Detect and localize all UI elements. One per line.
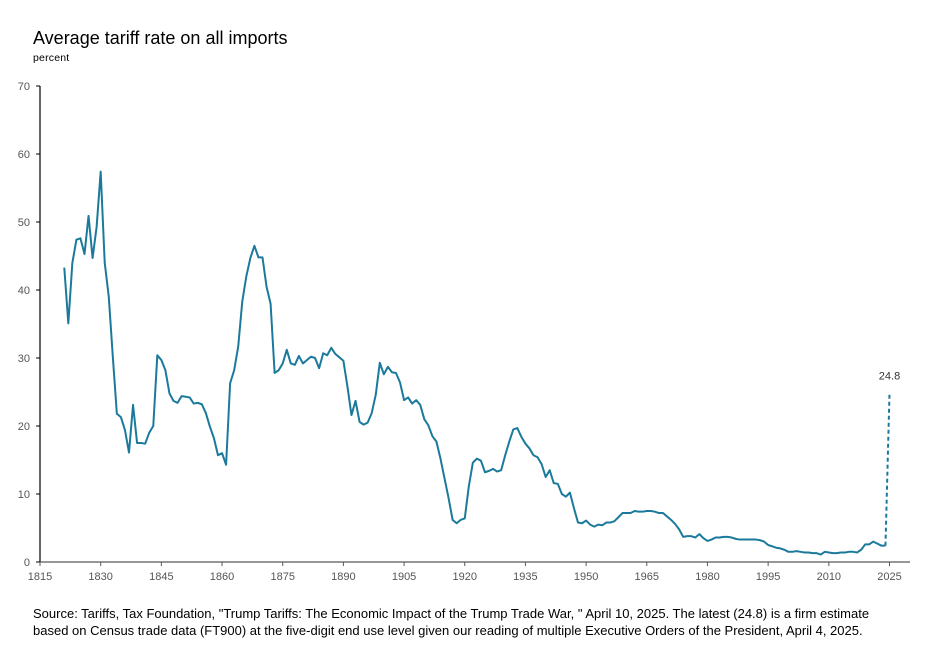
y-tick-label: 50: [18, 217, 30, 229]
y-tick-label: 10: [18, 489, 30, 501]
x-tick-label: 1980: [695, 571, 719, 583]
series-line-estimate: [884, 393, 891, 546]
x-tick-label: 1860: [210, 571, 234, 583]
y-tick-label: 40: [18, 285, 30, 297]
x-tick-label: 2010: [817, 571, 841, 583]
x-tick-label: 1815: [28, 571, 52, 583]
source-line-2: based on Census trade data (FT900) at th…: [33, 623, 863, 638]
chart-title: Average tariff rate on all imports: [33, 28, 288, 48]
axes: 0 10 20 30 40 50 60 70 1815 1830 1845 1860 1875 1890 1…: [18, 81, 910, 583]
data-lines: [63, 170, 891, 556]
chart-subtitle: percent: [33, 52, 70, 64]
series-line-history: [63, 170, 886, 556]
x-tick-label: 1965: [635, 571, 659, 583]
source-note: Source: Tariffs, Tax Foundation, "Trump …: [33, 605, 933, 639]
x-tick-label: 1845: [149, 571, 173, 583]
y-tick-label: 30: [18, 353, 30, 365]
x-tick-label: 1905: [392, 571, 416, 583]
y-tick-label: 70: [18, 81, 30, 93]
y-tick-label: 0: [24, 557, 30, 569]
x-tick-label: 1890: [331, 571, 355, 583]
source-line-1: Source: Tariffs, Tax Foundation, "Trump …: [33, 606, 870, 621]
annotations: 24.8: [879, 370, 900, 382]
x-tick-label: 2025: [877, 571, 901, 583]
x-tick-label: 1830: [88, 571, 112, 583]
x-tick-label: 1935: [513, 571, 537, 583]
y-tick-label: 60: [18, 149, 30, 161]
x-tick-label: 1920: [453, 571, 477, 583]
y-tick-label: 20: [18, 421, 30, 433]
x-tick-label: 1950: [574, 571, 598, 583]
x-tick-label: 1875: [270, 571, 294, 583]
data-label: 24.8: [879, 370, 900, 382]
x-tick-label: 1995: [756, 571, 780, 583]
